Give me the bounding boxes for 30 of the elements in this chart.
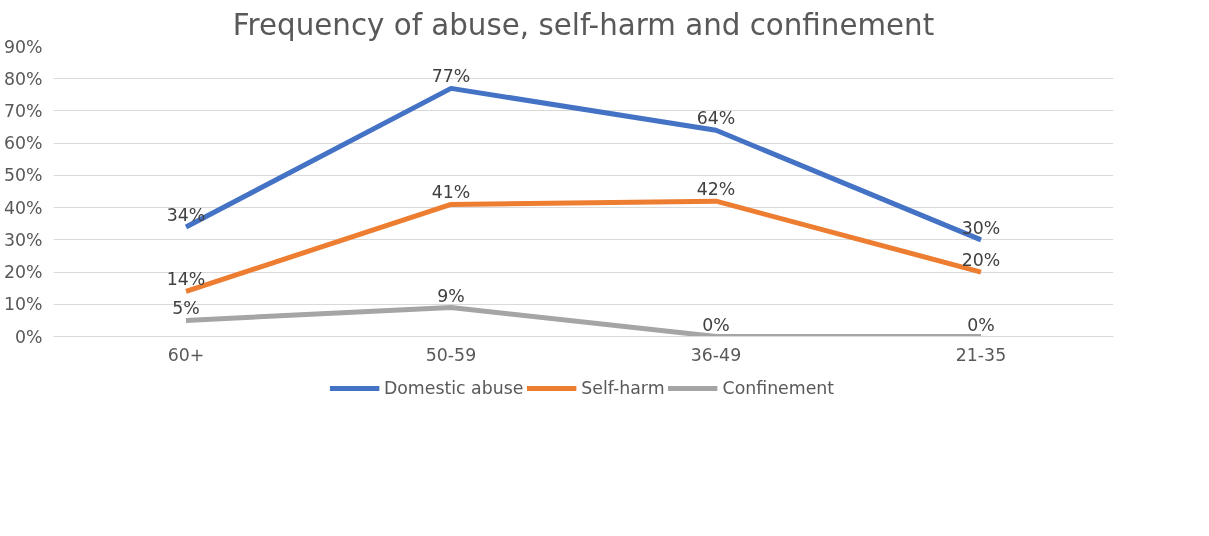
y-tick-label: 50%	[3, 165, 43, 186]
y-tick-label: 10%	[3, 294, 43, 315]
chart-title: Frequency of abuse, self-harm and confinement	[232, 7, 935, 42]
x-tick-label: 36-49	[690, 344, 742, 365]
legend-label: Confinement	[722, 378, 835, 398]
y-tick-label: 60%	[3, 133, 43, 154]
y-tick-label: 40%	[3, 197, 43, 218]
data-label: 9%	[437, 285, 465, 306]
data-label: 34%	[166, 204, 206, 225]
x-tick-label: 21-35	[955, 344, 1007, 365]
data-label: 77%	[431, 66, 471, 87]
y-tick-label: 70%	[3, 100, 43, 121]
data-label: 5%	[172, 298, 200, 319]
y-tick-label: 0%	[15, 326, 43, 347]
x-tick-label: 60+	[167, 344, 205, 365]
legend-label: Self-harm	[581, 378, 665, 398]
data-label: 41%	[431, 182, 471, 203]
y-tick-label: 30%	[3, 229, 43, 250]
data-label: 14%	[166, 269, 206, 290]
y-tick-label: 80%	[3, 68, 43, 89]
y-tick-label: 90%	[3, 36, 43, 57]
y-tick-label: 20%	[3, 262, 43, 283]
data-label: 0%	[702, 314, 730, 335]
x-tick-label: 50-59	[425, 344, 477, 365]
data-label: 30%	[961, 217, 1001, 238]
data-label: 42%	[696, 179, 736, 200]
legend-label: Domestic abuse	[383, 378, 524, 398]
data-label: 64%	[696, 108, 736, 129]
data-label: 0%	[967, 314, 995, 335]
data-label: 20%	[961, 250, 1001, 271]
